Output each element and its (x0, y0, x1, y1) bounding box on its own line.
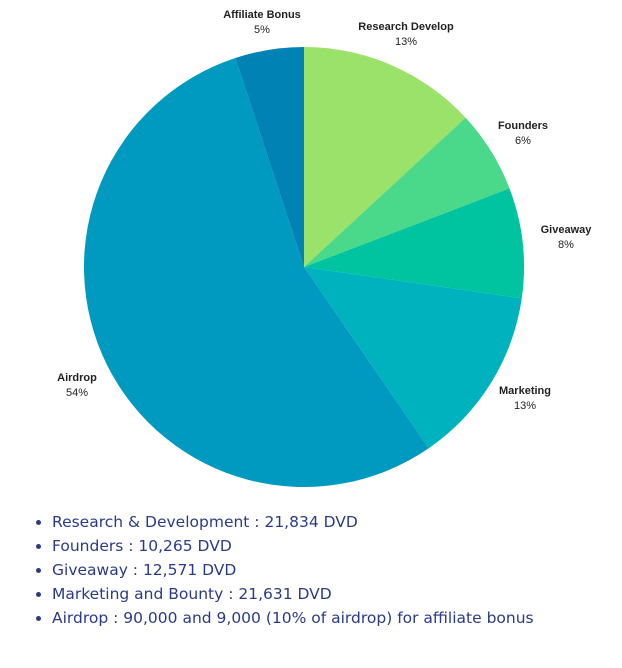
slice-label-percent: 6% (515, 135, 531, 147)
pie-slice-airdrop (84, 57, 429, 488)
slice-label-percent: 54% (66, 387, 88, 399)
allocation-list: Research & Development : 21,834 DVD Foun… (30, 510, 534, 630)
allocation-item-research: Research & Development : 21,834 DVD (52, 510, 534, 534)
slice-label-name: Giveaway (541, 224, 593, 236)
slice-label-name: Marketing (499, 385, 551, 397)
pie-labels: Research Develop 13% Founders 6% Giveaway 8% M… (57, 9, 592, 412)
slice-label-percent: 8% (558, 239, 574, 251)
slice-label-percent: 13% (514, 400, 536, 412)
slice-label-name: Affiliate Bonus (223, 9, 301, 21)
slice-label-percent: 13% (395, 36, 417, 48)
pie-slice-founders (304, 117, 510, 267)
allocation-item-giveaway: Giveaway : 12,571 DVD (52, 558, 534, 582)
pie-chart: Research Develop 13% Founders 6% Giveaway 8% M… (57, 9, 592, 488)
pie-slice-research-develop (304, 47, 466, 267)
slice-label-percent: 5% (254, 24, 270, 36)
pie-slice-marketing (304, 267, 522, 449)
allocation-item-founders: Founders : 10,265 DVD (52, 534, 534, 558)
pie-slice-giveaway (304, 188, 524, 299)
pie-slices (84, 47, 524, 488)
slice-label-name: Research Develop (358, 21, 454, 33)
slice-label-name: Founders (498, 120, 548, 132)
allocation-item-airdrop: Airdrop : 90,000 and 9,000 (10% of airdr… (52, 606, 534, 630)
slice-label-name: Airdrop (57, 372, 97, 384)
pie-slice-affiliate-bonus (235, 47, 304, 267)
allocation-item-marketing: Marketing and Bounty : 21,631 DVD (52, 582, 534, 606)
